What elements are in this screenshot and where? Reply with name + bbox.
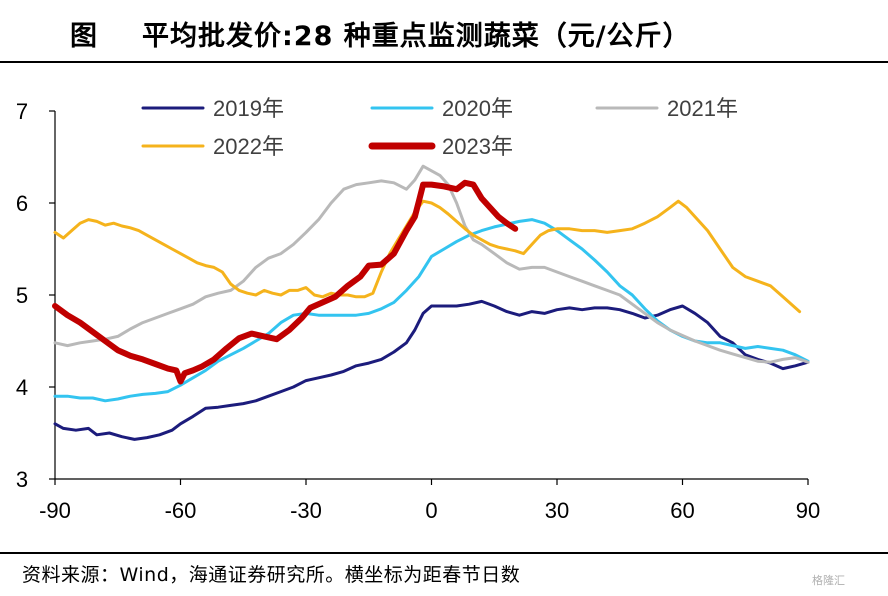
y-tick-label: 7 bbox=[16, 99, 28, 124]
y-tick-label: 5 bbox=[16, 283, 28, 308]
figure-label: 图 bbox=[70, 21, 97, 52]
legend-label: 2021年 bbox=[667, 96, 738, 121]
legend-label: 2023年 bbox=[442, 134, 513, 159]
watermark-logo: 格隆汇 bbox=[812, 574, 845, 587]
chart-title-bar: 图 平均批发价:28 种重点监测蔬菜（元/公斤） bbox=[0, 0, 888, 60]
legend-label: 2022年 bbox=[213, 134, 284, 159]
series-line-0 bbox=[53, 299, 810, 441]
source-note: 资料来源：Wind，海通证券研究所。横坐标为距春节日数 bbox=[22, 564, 521, 586]
x-tick-label: 90 bbox=[796, 498, 820, 523]
legend-label: 2020年 bbox=[442, 96, 513, 121]
y-tick-label: 4 bbox=[16, 375, 28, 400]
title-divider bbox=[0, 61, 888, 63]
series-line-3 bbox=[53, 199, 802, 314]
y-tick-label: 3 bbox=[16, 467, 28, 492]
footer-divider bbox=[0, 552, 888, 554]
x-tick-label: -90 bbox=[39, 498, 71, 523]
x-tick-label: 0 bbox=[425, 498, 437, 523]
x-tick-label: 60 bbox=[670, 498, 694, 523]
series-line-4 bbox=[52, 179, 519, 385]
x-tick-label: -30 bbox=[290, 498, 322, 523]
y-tick-label: 6 bbox=[16, 191, 28, 216]
legend-label: 2019年 bbox=[213, 96, 284, 121]
chart-title: 平均批发价:28 种重点监测蔬菜（元/公斤） bbox=[142, 21, 691, 52]
x-tick-label: -60 bbox=[165, 498, 197, 523]
series-line-2 bbox=[53, 164, 810, 364]
x-tick-label: 30 bbox=[545, 498, 569, 523]
